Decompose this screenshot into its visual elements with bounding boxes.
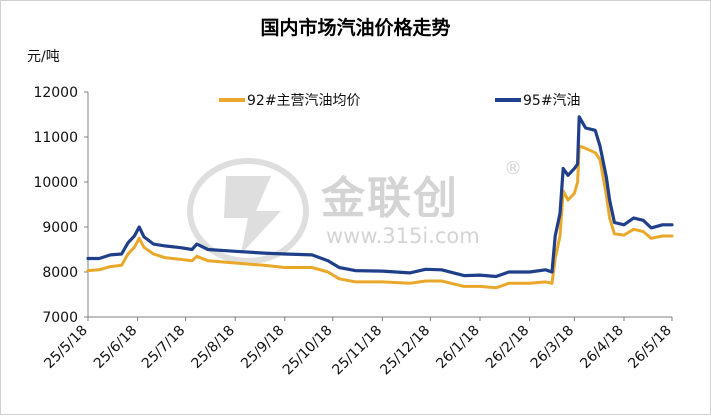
y-tick-label: 12000 — [33, 85, 78, 101]
legend-swatch-92 — [219, 98, 245, 102]
x-tick-label: 26/2/18 — [483, 323, 532, 372]
x-tick-label: 25/11/18 — [329, 323, 385, 379]
legend-item-92: 92#主营汽油均价 — [219, 91, 361, 109]
y-tick-label: 7000 — [42, 310, 78, 326]
x-tick-label: 25/9/18 — [238, 323, 287, 372]
x-tick-label: 26/3/18 — [528, 323, 577, 372]
x-tick-label: 26/1/18 — [433, 323, 482, 372]
watermark-brand: 金联创 — [321, 173, 459, 224]
y-tick-label: 9000 — [42, 220, 78, 236]
series-line-92 — [86, 144, 674, 290]
x-tick-label: 25/6/18 — [91, 323, 140, 372]
x-tick-label: 25/10/18 — [280, 323, 336, 379]
legend-label-95: 95#汽油 — [523, 93, 581, 109]
x-tick-label: 26/4/18 — [577, 323, 626, 372]
y-tick-label: 11000 — [33, 130, 78, 146]
legend-label-92: 92#主营汽油均价 — [247, 93, 361, 109]
watermark-logo-icon — [187, 158, 309, 264]
x-tick-label: 25/7/18 — [139, 323, 188, 372]
y-axis-unit-label: 元/吨 — [27, 49, 60, 65]
watermark: 金联创 ® www.315i.com — [186, 156, 526, 266]
watermark-url: www.315i.com — [326, 224, 480, 248]
x-tick-label: 26/5/18 — [625, 323, 674, 372]
y-tick-label: 8000 — [42, 265, 78, 281]
legend-item-95: 95#汽油 — [495, 91, 581, 109]
watermark-registered-icon: ® — [504, 158, 522, 179]
x-tick-label: 25/12/18 — [377, 323, 433, 379]
x-tick-label: 25/8/18 — [189, 323, 238, 372]
legend-swatch-95 — [495, 98, 521, 102]
x-tick-label: 25/5/18 — [41, 323, 90, 372]
y-tick-label: 10000 — [33, 175, 78, 191]
series-line-95 — [86, 115, 674, 279]
chart-title: 国内市场汽油价格走势 — [260, 17, 451, 39]
